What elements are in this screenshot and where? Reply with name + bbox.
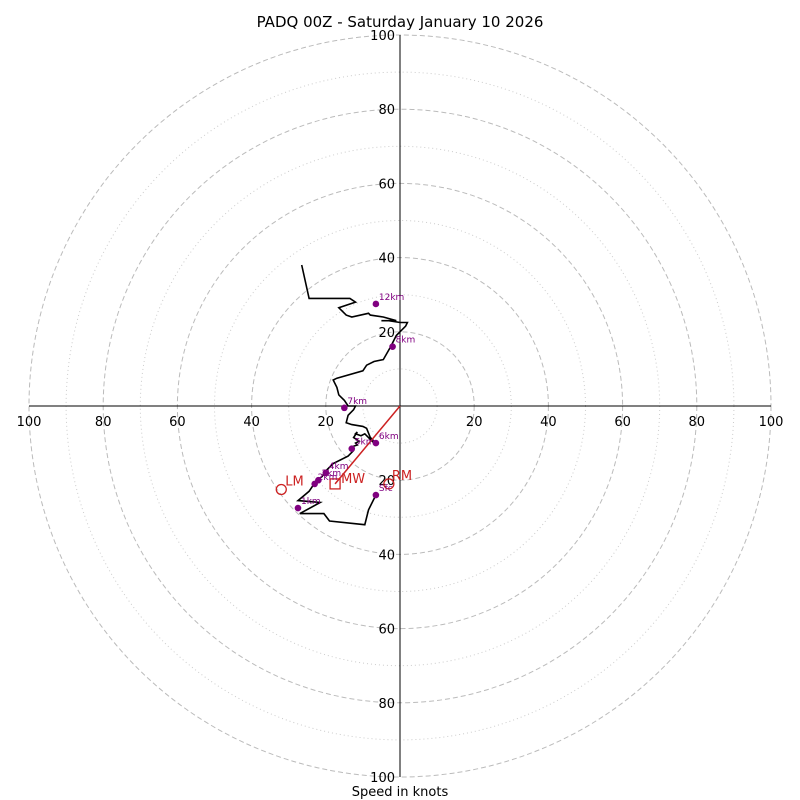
tick-label-left-100: 100 [17, 415, 42, 430]
height-label-4km: 4km [329, 462, 349, 472]
tick-label-right-80: 80 [689, 415, 706, 430]
wind-trace-line [296, 264, 409, 526]
height-label-5km: 5km [355, 438, 375, 448]
height-marker-1km [294, 504, 302, 512]
tick-label-bottom-60: 60 [378, 623, 395, 638]
height-label-7km: 7km [347, 397, 367, 407]
wind-trace [296, 264, 409, 526]
storm-motion: MW LM RM [275, 405, 412, 496]
height-label-1km: 1km [301, 497, 321, 507]
tick-label-left-20: 20 [318, 415, 335, 430]
tick-label-left-80: 80 [95, 415, 112, 430]
right-mover-marker [383, 478, 395, 490]
height-marker-7km [341, 404, 348, 412]
height-marker-12km [372, 300, 380, 308]
height-marker-4km [322, 469, 330, 477]
height-label-2km: 2km [318, 473, 338, 483]
height-marker-6km [372, 439, 380, 447]
left-mover-label: LM [285, 474, 303, 489]
tick-labels: 20 20 20 20 40 40 40 40 60 60 60 60 80 80 80 80 100 100 10… [17, 29, 784, 786]
tick-label-right-20: 20 [466, 415, 483, 430]
mean-wind-marker [329, 478, 341, 490]
tick-label-top-100: 100 [370, 29, 395, 44]
tick-label-right-100: 100 [759, 415, 784, 430]
height-label-3km: 3km [321, 469, 341, 479]
tick-label-bottom-40: 40 [378, 548, 395, 563]
tick-label-top-20: 20 [378, 326, 395, 341]
tick-label-bottom-100: 100 [370, 771, 395, 786]
height-marker-Sfc [372, 491, 380, 499]
height-label-8km: 8km [396, 336, 416, 346]
tick-label-top-80: 80 [378, 103, 395, 118]
tick-label-left-40: 40 [243, 415, 260, 430]
height-marker-5km [348, 445, 356, 452]
height-marker-3km [315, 476, 322, 484]
height-label-Sfc: Sfc [379, 484, 393, 494]
mean-wind-vector [334, 405, 401, 485]
tick-label-top-40: 40 [378, 252, 395, 267]
tick-label-left-60: 60 [169, 415, 186, 430]
height-marker-8km [389, 343, 396, 350]
left-mover-marker [275, 483, 287, 496]
chart-title: PADQ 00Z - Saturday January 10 2026 [257, 13, 544, 31]
tick-label-right-60: 60 [614, 415, 631, 430]
right-mover-label: RM [392, 469, 412, 484]
x-axis-label: Speed in knots [352, 785, 449, 800]
tick-label-bottom-80: 80 [378, 697, 395, 712]
height-label-6km: 6km [379, 432, 399, 442]
mean-wind-label: MW [341, 472, 365, 487]
tick-label-top-60: 60 [378, 177, 395, 192]
height-label-12km: 12km [379, 293, 404, 303]
tick-label-right-40: 40 [540, 415, 557, 430]
tick-label-bottom-20: 20 [378, 474, 395, 489]
